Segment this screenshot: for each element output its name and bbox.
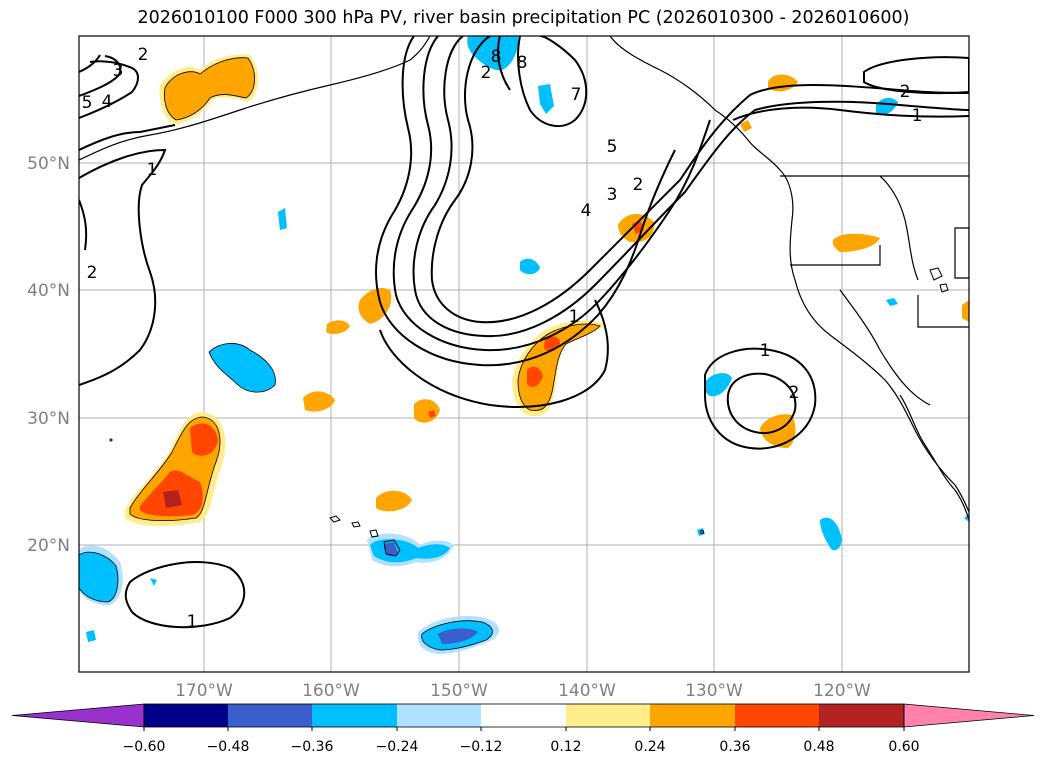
colorbar: −0.60 −0.48 −0.36 −0.24 −0.12 0.12 0.24 … bbox=[11, 703, 1035, 755]
contour-label: 1 bbox=[912, 106, 923, 126]
colorbar-tick-label: 0.24 bbox=[634, 739, 665, 755]
contour-label: 5 bbox=[82, 93, 93, 113]
contour-label: 1 bbox=[147, 160, 158, 180]
contour-label: 5 bbox=[607, 137, 618, 157]
colorbar-cell bbox=[228, 704, 312, 727]
latitude-labels: 50°N 40°N 30°N 20°N bbox=[27, 154, 70, 556]
north-america-coast bbox=[609, 36, 969, 513]
gridlines bbox=[79, 36, 969, 672]
colorbar-tick-label: −0.60 bbox=[123, 739, 166, 755]
colorbar-border bbox=[143, 703, 905, 728]
colorbar-tick-label: 0.48 bbox=[803, 739, 834, 755]
lat-label: 30°N bbox=[27, 409, 70, 429]
contour-label: 1 bbox=[760, 341, 771, 361]
pv-contours bbox=[79, 36, 969, 629]
colorbar-tick-label: −0.24 bbox=[376, 739, 419, 755]
colorbar-tick-label: −0.48 bbox=[207, 739, 250, 755]
colorbar-cell bbox=[735, 704, 819, 727]
lon-label: 130°W bbox=[685, 681, 743, 701]
contour-label: 7 bbox=[571, 85, 582, 105]
lon-label: 170°W bbox=[175, 681, 233, 701]
longitude-labels: 170°W 160°W 150°W 140°W 130°W 120°W bbox=[175, 681, 871, 701]
lon-label: 150°W bbox=[430, 681, 488, 701]
contour-label: 3 bbox=[607, 185, 618, 205]
anomaly-outlines bbox=[79, 57, 601, 651]
colorbar-tick-label: 0.12 bbox=[550, 739, 581, 755]
colorbar-cell bbox=[397, 704, 481, 727]
lat-label: 50°N bbox=[27, 154, 70, 174]
colorbar-cell bbox=[566, 704, 650, 727]
contour-label: 1 bbox=[569, 307, 580, 327]
colorbar-tick-label: 0.60 bbox=[888, 739, 919, 755]
islands bbox=[109, 267, 949, 557]
colorbar-tick-labels: −0.60 −0.48 −0.36 −0.24 −0.12 0.12 0.24 … bbox=[123, 739, 920, 755]
colorbar-cell bbox=[144, 704, 228, 727]
contour-label: 2 bbox=[633, 175, 644, 195]
lon-label: 120°W bbox=[813, 681, 871, 701]
colorbar-cell bbox=[819, 704, 904, 727]
coastlines bbox=[79, 36, 969, 521]
colorbar-tick-label: −0.12 bbox=[460, 739, 503, 755]
map-title: 2026010100 F000 300 hPa PV, river basin … bbox=[137, 8, 910, 28]
anomaly-central-1 bbox=[358, 288, 392, 324]
colorbar-tick-label: −0.36 bbox=[291, 739, 334, 755]
contour-labels: 2 3 4 5 1 2 1 2 8 8 7 5 4 3 2 2 1 1 2 1 bbox=[82, 45, 923, 632]
contour-label: 8 bbox=[491, 47, 502, 67]
colorbar-cell bbox=[481, 704, 566, 727]
contour-label: 1 bbox=[187, 612, 198, 632]
lon-label: 140°W bbox=[558, 681, 616, 701]
contour-label: 2 bbox=[87, 263, 98, 283]
map-frame bbox=[78, 35, 970, 673]
colorbar-extend-min bbox=[11, 703, 145, 728]
precip-negative-anomalies bbox=[79, 36, 969, 654]
contour-label: 4 bbox=[102, 92, 113, 112]
contour-label: 8 bbox=[517, 53, 528, 73]
colorbar-tick-label: 0.36 bbox=[719, 739, 750, 755]
contour-label: 2 bbox=[900, 82, 911, 102]
lat-label: 20°N bbox=[27, 536, 70, 556]
lat-label: 40°N bbox=[27, 281, 70, 301]
lon-label: 160°W bbox=[302, 681, 360, 701]
colorbar-cell bbox=[650, 704, 735, 727]
contour-label: 2 bbox=[481, 63, 492, 83]
contour-label: 2 bbox=[789, 383, 800, 403]
contour-label: 2 bbox=[138, 45, 149, 65]
contour-label: 4 bbox=[581, 201, 592, 221]
contour-label: 3 bbox=[113, 61, 124, 81]
colorbar-extend-max bbox=[903, 703, 1035, 728]
colorbar-cell bbox=[312, 704, 397, 727]
